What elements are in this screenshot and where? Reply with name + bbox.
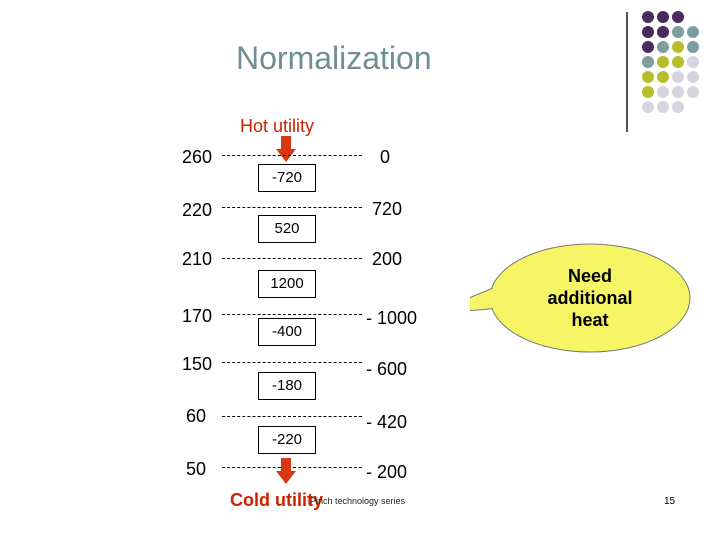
cold-utility-label: Cold utility [230, 490, 323, 510]
temperature-level-line [222, 155, 362, 156]
cumulative-heat-value: - 200 [366, 462, 408, 482]
temperature-label: 260 [181, 147, 212, 167]
decorative-dot [642, 41, 654, 53]
decorative-dot [687, 56, 699, 68]
decorative-dot [657, 86, 669, 98]
decorative-dot [642, 101, 654, 113]
cumulative-heat-value: 720 [372, 199, 403, 219]
cumulative-heat-value: - 600 [366, 359, 408, 379]
callout-line: heat [571, 310, 609, 330]
decorative-divider [626, 12, 628, 132]
temperature-label: 210 [181, 249, 212, 269]
decorative-dot [687, 41, 699, 53]
decorative-dot [672, 26, 684, 38]
slide-title: Normalization [236, 40, 432, 76]
decorative-dot [672, 86, 684, 98]
temperature-label: 50 [185, 459, 206, 479]
temperature-label: 220 [181, 200, 212, 220]
interval-heat-box: 1200 [258, 270, 316, 298]
decorative-dot [672, 41, 684, 53]
decorative-dot [657, 101, 669, 113]
decorative-dot [642, 71, 654, 83]
decorative-dot [672, 101, 684, 113]
interval-heat-box: -400 [258, 318, 316, 346]
interval-heat-box: -220 [258, 426, 316, 454]
decorative-dot [657, 56, 669, 68]
cumulative-heat-value: 0 [380, 147, 391, 167]
decorative-dot [687, 71, 699, 83]
callout-text: Need additional heat [520, 265, 660, 331]
callout-line: additional [547, 288, 633, 308]
hot-utility-label: Hot utility [240, 116, 315, 136]
temperature-level-line [222, 207, 362, 208]
decorative-dot [687, 26, 699, 38]
decorative-dot [687, 86, 699, 98]
temperature-level-line [222, 258, 362, 259]
temperature-level-line [222, 467, 362, 468]
cold-utility-arrow-icon [276, 458, 296, 484]
decorative-dot-grid [642, 11, 699, 113]
page-number: 15 [664, 496, 676, 507]
callout-bubble [470, 243, 691, 353]
cumulative-heat-value: 200 [372, 249, 403, 269]
interval-heat-box: -180 [258, 372, 316, 400]
decorative-dot [657, 71, 669, 83]
decorative-dot [642, 56, 654, 68]
cumulative-heat-value: - 1000 [366, 308, 418, 328]
decorative-dot [672, 71, 684, 83]
decorative-dot [642, 26, 654, 38]
footer-text: Pinch technology series [310, 496, 406, 506]
temperature-label: 170 [181, 306, 212, 326]
interval-heat-box: -720 [258, 164, 316, 192]
callout-line: Need [567, 266, 612, 286]
decorative-dot [672, 56, 684, 68]
temperature-level-line [222, 314, 362, 315]
temperature-label: 150 [181, 354, 212, 374]
temperature-label: 60 [185, 406, 206, 426]
decorative-dot [657, 26, 669, 38]
decorative-dot [657, 11, 669, 23]
temperature-level-line [222, 362, 362, 363]
decorative-dot [642, 11, 654, 23]
decorative-dot [672, 11, 684, 23]
interval-heat-box: 520 [258, 215, 316, 243]
temperature-level-line [222, 416, 362, 417]
cumulative-heat-value: - 420 [366, 412, 408, 432]
decorative-dot [642, 86, 654, 98]
decorative-dot [657, 41, 669, 53]
hot-utility-arrow-icon [276, 136, 296, 162]
